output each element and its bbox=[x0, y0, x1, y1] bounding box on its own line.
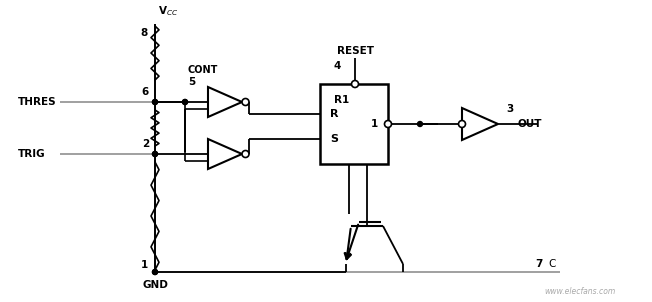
Text: V$_{CC}$: V$_{CC}$ bbox=[158, 4, 178, 18]
Circle shape bbox=[153, 99, 158, 104]
Circle shape bbox=[153, 152, 158, 156]
Text: 3: 3 bbox=[506, 104, 513, 114]
Text: CONT: CONT bbox=[188, 65, 218, 75]
Circle shape bbox=[458, 120, 466, 127]
Text: 7: 7 bbox=[535, 259, 542, 269]
Circle shape bbox=[153, 269, 158, 275]
Text: OUT: OUT bbox=[518, 119, 542, 129]
Circle shape bbox=[153, 99, 158, 104]
Text: 1: 1 bbox=[141, 260, 148, 270]
Text: www.elecfans.com: www.elecfans.com bbox=[544, 288, 615, 297]
Text: C: C bbox=[548, 259, 556, 269]
Text: 8: 8 bbox=[141, 28, 148, 38]
Text: 1: 1 bbox=[370, 119, 378, 129]
Circle shape bbox=[153, 269, 158, 275]
Text: 2: 2 bbox=[141, 139, 149, 149]
Circle shape bbox=[385, 120, 391, 127]
Text: THRES: THRES bbox=[18, 97, 57, 107]
Text: S: S bbox=[330, 134, 338, 144]
Circle shape bbox=[417, 121, 422, 127]
Circle shape bbox=[153, 152, 158, 156]
Text: 5: 5 bbox=[188, 77, 195, 87]
Circle shape bbox=[183, 99, 188, 104]
Text: TRIG: TRIG bbox=[18, 149, 46, 159]
Text: 4: 4 bbox=[334, 61, 341, 71]
Circle shape bbox=[242, 98, 249, 105]
Text: GND: GND bbox=[142, 280, 168, 290]
Text: RESET: RESET bbox=[336, 46, 374, 56]
Text: 6: 6 bbox=[141, 87, 149, 97]
Circle shape bbox=[351, 81, 359, 88]
Text: R: R bbox=[330, 109, 338, 119]
Circle shape bbox=[242, 150, 249, 158]
Bar bbox=[320, 84, 388, 164]
Text: R1: R1 bbox=[334, 95, 349, 105]
Circle shape bbox=[183, 99, 188, 104]
